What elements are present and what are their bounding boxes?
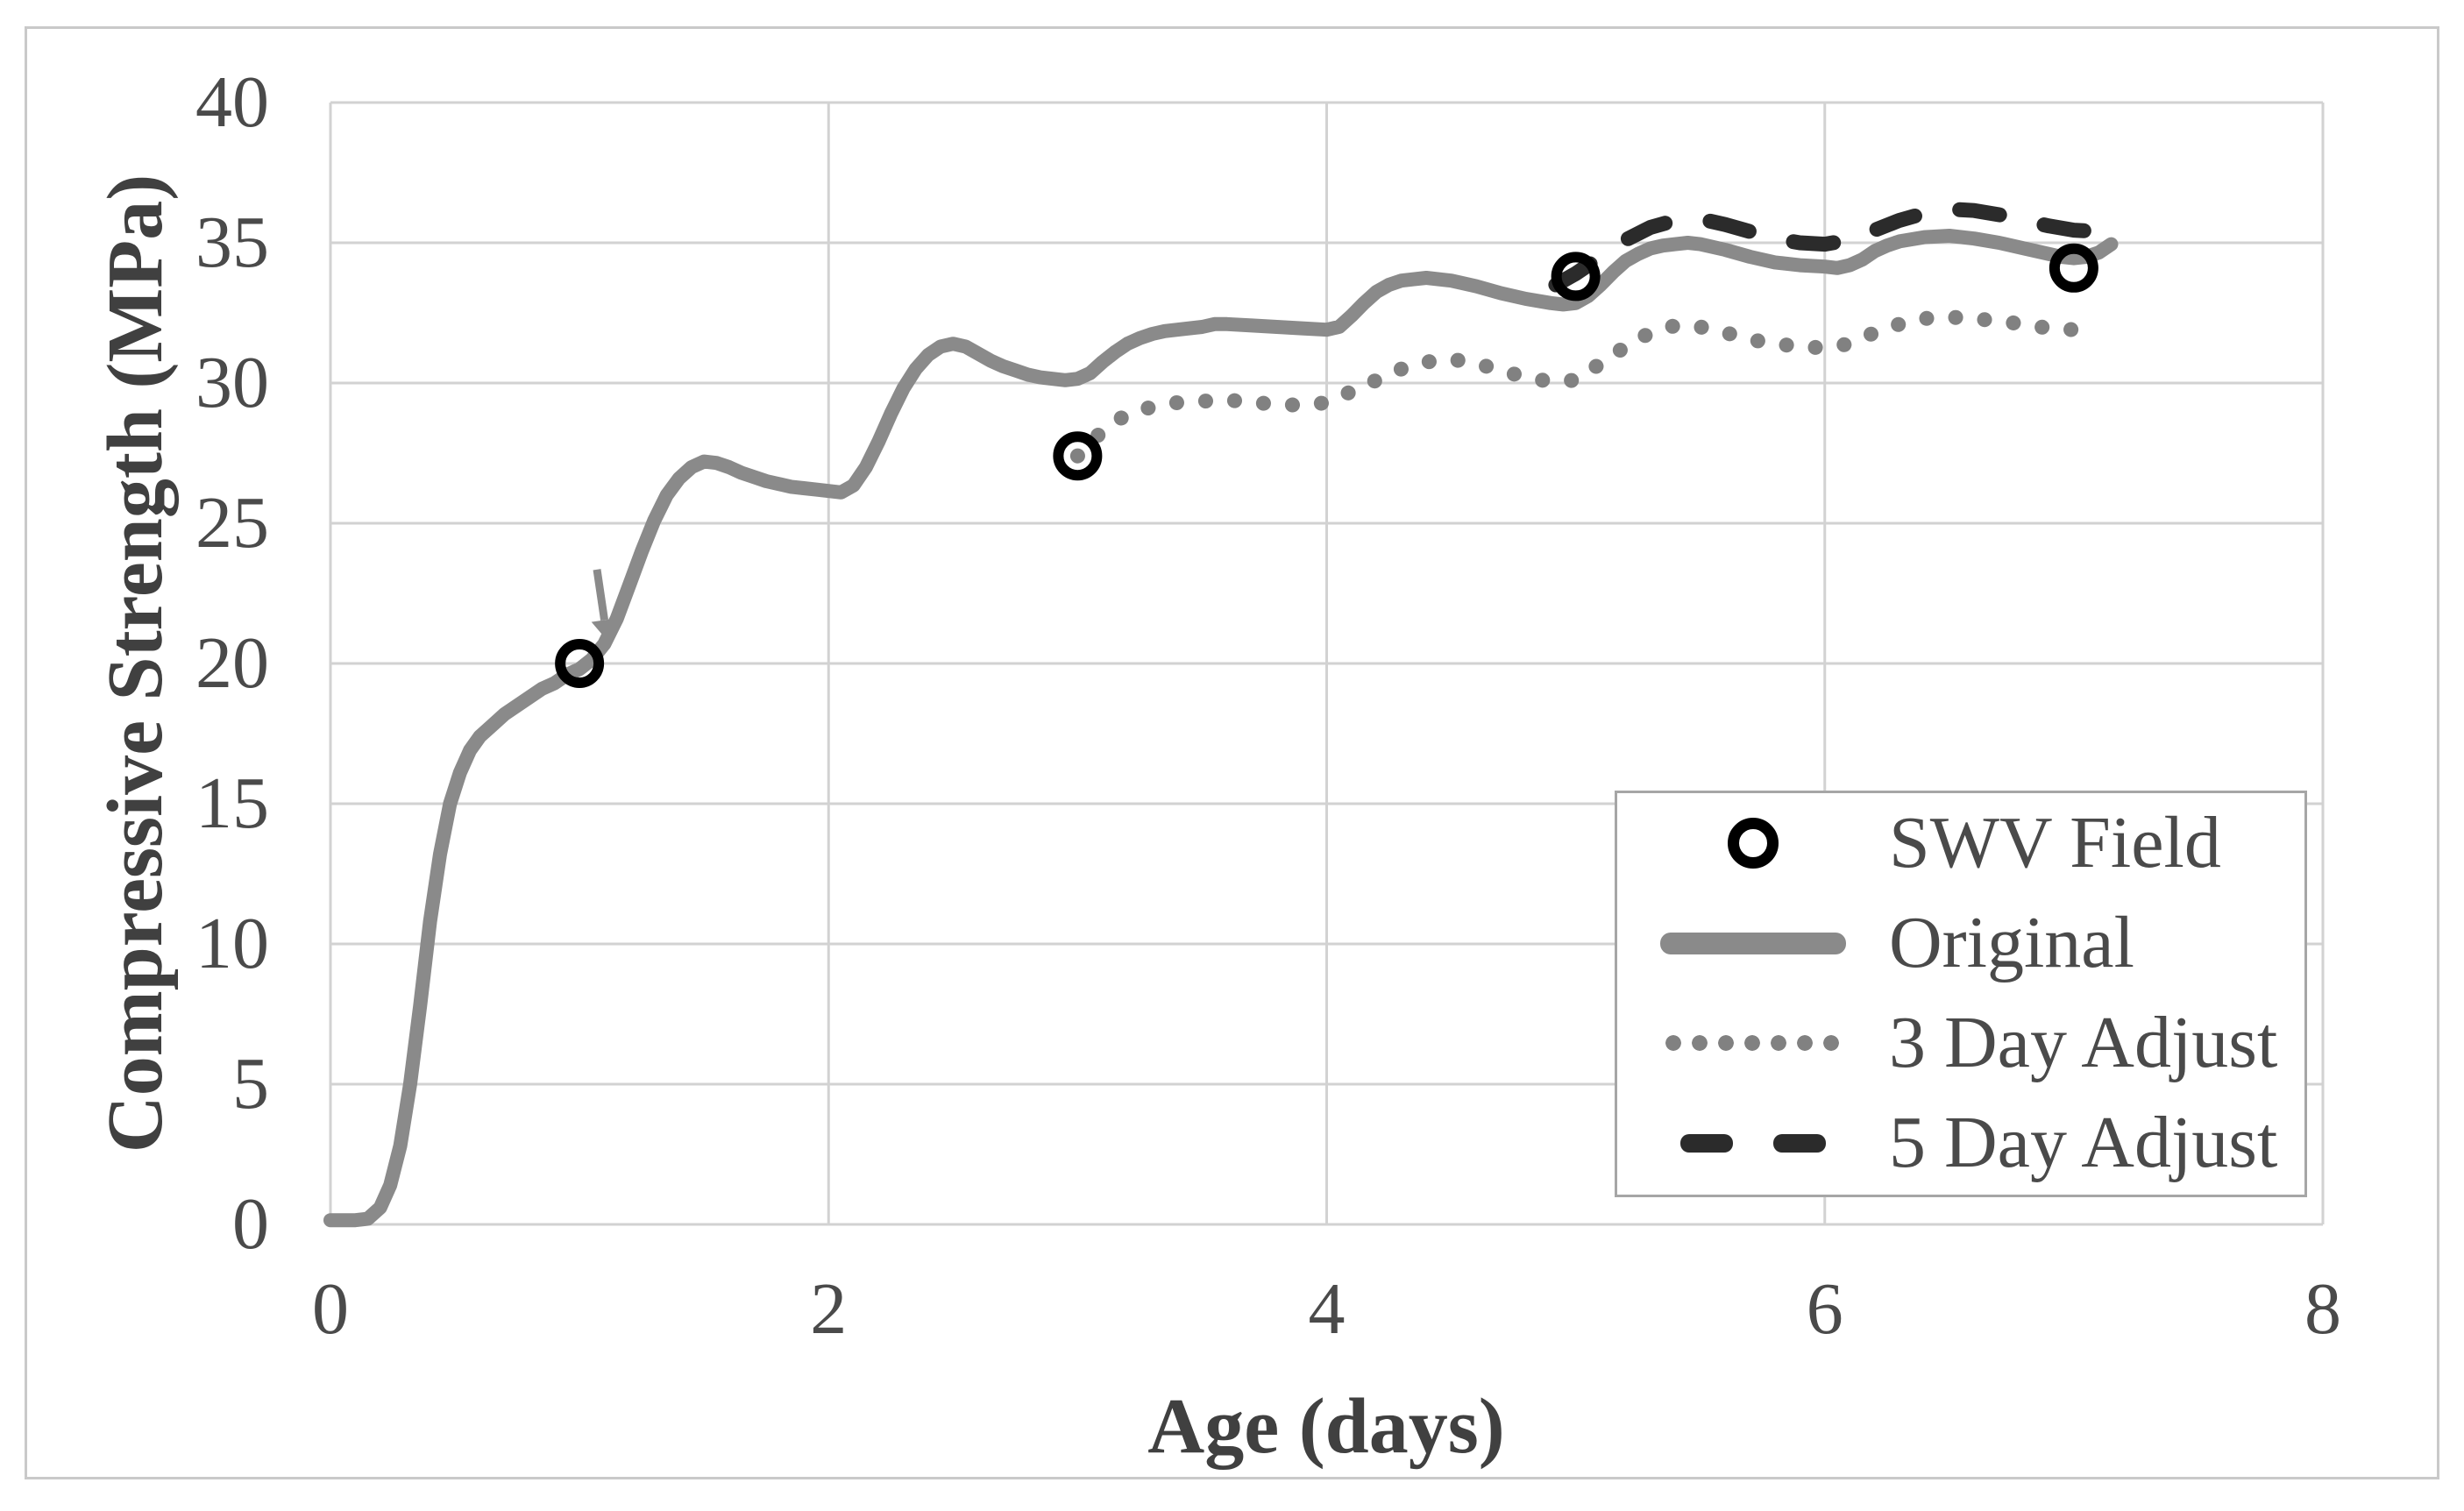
legend-label: 5 Day Adjust — [1889, 1102, 2278, 1183]
legend: SWV Field Original 3 Day Adjust 5 Day Adjus… — [1615, 791, 2307, 1197]
x-tick-label: 2 — [810, 1268, 848, 1350]
swv-field-marker — [1053, 431, 1103, 481]
open-circle-icon — [1617, 818, 1889, 869]
series-original-line — [323, 229, 2119, 1228]
x-tick-label: 0 — [312, 1268, 349, 1350]
figure-border — [25, 26, 2439, 1479]
y-tick-label: 0 — [232, 1183, 269, 1265]
x-axis-title: Age (days) — [1147, 1383, 1505, 1470]
legend-item-original: Original — [1617, 893, 2304, 993]
legend-item-swv-field: SWV Field — [1617, 793, 2304, 893]
y-tick-label: 35 — [195, 202, 269, 283]
y-tick-label: 25 — [195, 482, 269, 564]
legend-label: Original — [1889, 902, 2134, 983]
y-tick-label: 20 — [195, 622, 269, 704]
legend-label: 3 Day Adjust — [1889, 1002, 2278, 1083]
annotation-arrowhead — [591, 618, 618, 642]
y-tick-label: 30 — [195, 342, 269, 423]
legend-item-3-day-adjust: 3 Day Adjust — [1617, 993, 2304, 1093]
dashed-line-icon — [1617, 1133, 1889, 1153]
legend-item-5-day-adjust: 5 Day Adjust — [1617, 1093, 2304, 1193]
y-tick-label: 15 — [195, 763, 269, 844]
y-tick-label: 40 — [195, 61, 269, 143]
dotted-line-icon — [1617, 1035, 1889, 1051]
series-3-day-adjust-line — [1069, 309, 2106, 464]
swv-field-marker — [555, 639, 605, 688]
x-tick-label: 6 — [1806, 1268, 1843, 1350]
x-tick-label: 8 — [2304, 1268, 2341, 1350]
y-tick-label: 10 — [195, 903, 269, 984]
legend-label: SWV Field — [1889, 802, 2221, 883]
annotation-arrow-line — [593, 569, 608, 621]
y-axis-title: Compressive Strength (MPa) — [92, 174, 179, 1153]
y-tick-label: 5 — [232, 1043, 269, 1124]
swv-field-marker — [1551, 252, 1601, 301]
swv-field-marker — [2049, 243, 2098, 293]
x-tick-label: 4 — [1308, 1268, 1346, 1350]
solid-line-icon — [1617, 932, 1889, 954]
series-5-day-adjust-line — [1548, 202, 2106, 293]
